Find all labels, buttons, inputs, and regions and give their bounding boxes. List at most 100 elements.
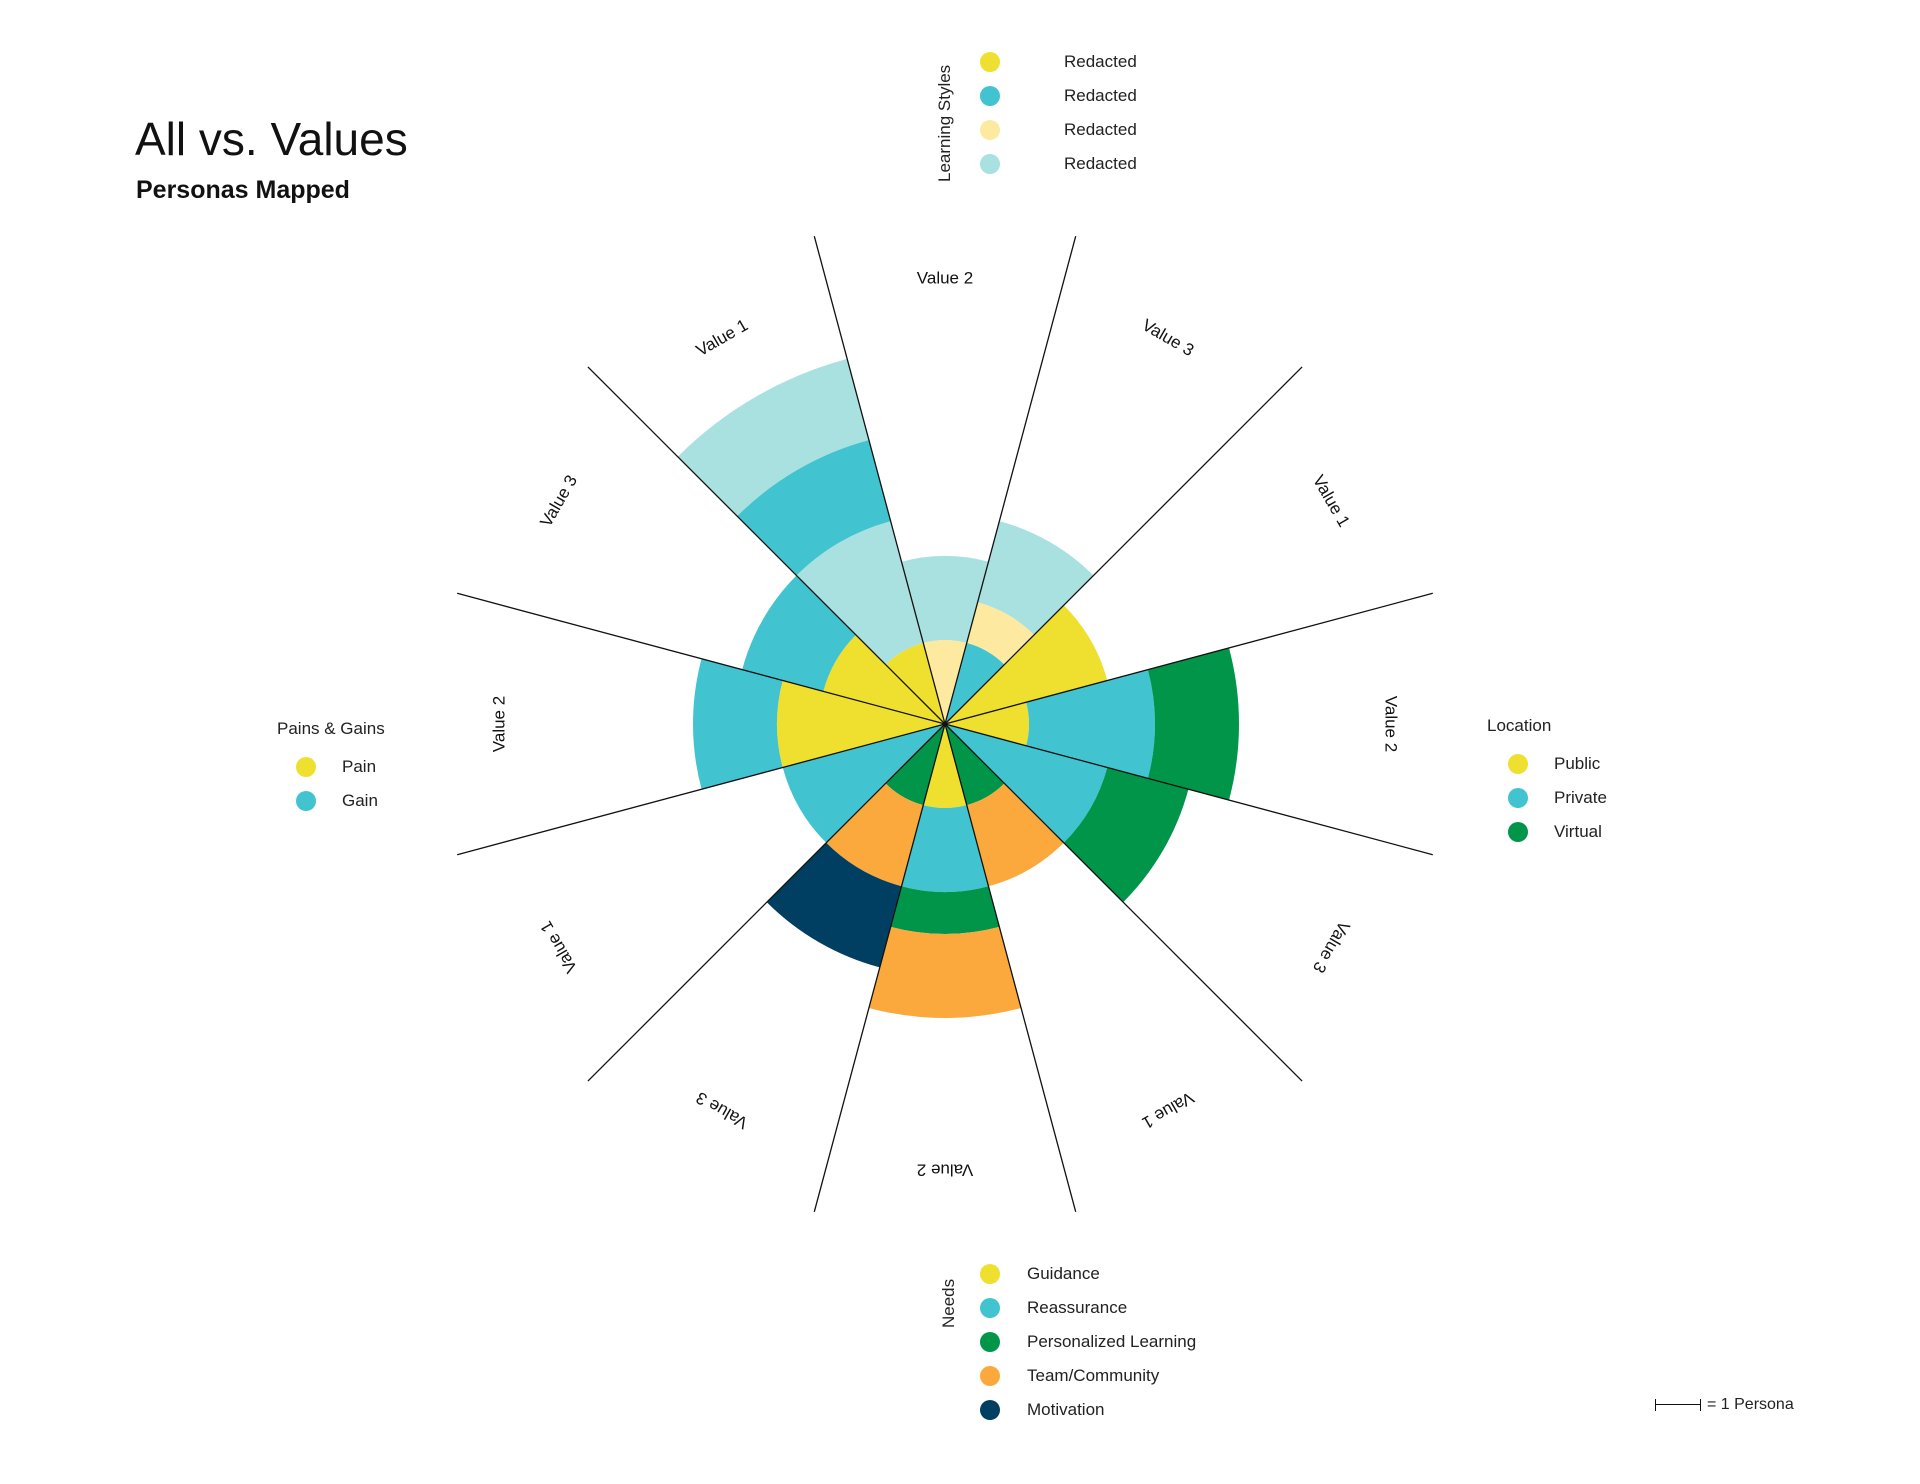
polar-segment bbox=[923, 640, 967, 724]
polar-segment bbox=[890, 886, 1000, 934]
polar-segment bbox=[766, 842, 902, 968]
legend-label: Redacted bbox=[1064, 86, 1137, 105]
legend-needs-item: Personalized Learning bbox=[980, 1332, 1196, 1352]
legend-learning-styles-title: Learning Styles bbox=[935, 64, 954, 182]
sector-divider bbox=[457, 723, 946, 856]
sector-divider bbox=[944, 592, 1433, 725]
legend-dot bbox=[980, 120, 1000, 140]
scale-note: = 1 Persona bbox=[1655, 1396, 1794, 1414]
sector-label: Value 2 bbox=[1382, 696, 1401, 752]
polar-segment bbox=[868, 926, 1022, 1018]
legend-location-item: Virtual bbox=[1508, 822, 1602, 842]
legend-location-item: Public bbox=[1508, 754, 1600, 774]
sector-divider bbox=[587, 366, 946, 725]
sector-divider bbox=[944, 236, 1077, 725]
polar-segment bbox=[901, 556, 989, 643]
legend-dot bbox=[1508, 754, 1528, 774]
sector-label: Value 1 bbox=[536, 918, 581, 976]
legend-needs-item: Guidance bbox=[980, 1264, 1100, 1284]
legend-needs-item: Motivation bbox=[980, 1400, 1104, 1420]
legend-dot bbox=[980, 1400, 1000, 1420]
legend-label: Reassurance bbox=[1027, 1298, 1128, 1317]
polar-segment bbox=[923, 724, 967, 808]
legend-dot bbox=[980, 154, 1000, 174]
legend-dot bbox=[296, 757, 316, 777]
legend-label: Personalized Learning bbox=[1027, 1332, 1197, 1351]
legend-label: Redacted bbox=[1064, 52, 1137, 71]
sector-divider bbox=[944, 723, 1433, 856]
legend-label: Private bbox=[1554, 788, 1607, 807]
polar-segment bbox=[737, 440, 891, 576]
sector-label: Value 3 bbox=[693, 1088, 751, 1133]
legend-pains-gains-title: Pains & Gains bbox=[277, 719, 385, 738]
legend-label: Gain bbox=[342, 791, 378, 810]
legend-dot bbox=[980, 1332, 1000, 1352]
polar-segment bbox=[885, 642, 945, 724]
chart-subtitle: Personas Mapped bbox=[136, 176, 350, 204]
sector-label: Value 1 bbox=[693, 315, 751, 360]
legend-label: Team/Community bbox=[1027, 1366, 1160, 1385]
sector-label: Value 2 bbox=[489, 696, 508, 752]
polar-segment bbox=[977, 521, 1094, 635]
legend-dot bbox=[980, 1298, 1000, 1318]
polar-segment bbox=[776, 680, 945, 768]
sector-divider bbox=[944, 723, 1303, 1082]
legend-label: Virtual bbox=[1554, 822, 1602, 841]
polar-segment bbox=[1147, 647, 1239, 801]
legend-label: Motivation bbox=[1027, 1400, 1105, 1419]
legend-dot bbox=[980, 86, 1000, 106]
sector-divider bbox=[587, 723, 946, 1082]
legend-needs-item: Team/Community bbox=[980, 1366, 1159, 1386]
legend-location-title: Location bbox=[1487, 716, 1552, 735]
scale-bar-icon bbox=[1655, 1399, 1701, 1411]
legend-pains-item: Pain bbox=[296, 757, 376, 777]
sector-divider bbox=[813, 236, 946, 725]
polar-segment bbox=[945, 702, 1029, 746]
polar-segment bbox=[945, 724, 1005, 806]
polar-segment bbox=[742, 575, 856, 692]
legend-dot bbox=[296, 791, 316, 811]
sector-divider bbox=[944, 723, 1077, 1212]
sector-label: Value 1 bbox=[1309, 472, 1354, 530]
sector-label: Value 3 bbox=[1139, 315, 1197, 360]
legend-learning-item: Redacted bbox=[980, 52, 1137, 72]
sector-label: Value 3 bbox=[1309, 918, 1354, 976]
legend-needs-item: Reassurance bbox=[980, 1298, 1127, 1318]
legend-label: Redacted bbox=[1064, 154, 1137, 173]
chart-title: All vs. Values bbox=[135, 113, 408, 165]
polar-segment bbox=[885, 724, 945, 806]
legend-pains-item: Gain bbox=[296, 791, 378, 811]
polar-segment bbox=[901, 805, 989, 892]
polar-segment bbox=[823, 634, 945, 724]
scale-note-label: = 1 Persona bbox=[1707, 1396, 1794, 1413]
polar-segment bbox=[945, 605, 1108, 724]
legend-dot bbox=[980, 1366, 1000, 1386]
polar-segment bbox=[782, 724, 945, 843]
polar-segment bbox=[966, 783, 1064, 887]
polar-segment bbox=[693, 658, 783, 790]
polar-segment bbox=[966, 602, 1035, 665]
legend-dot bbox=[1508, 788, 1528, 808]
sector-label: Value 3 bbox=[536, 472, 581, 530]
sector-label: Value 1 bbox=[1139, 1088, 1197, 1133]
sector-label: Value 2 bbox=[917, 1161, 973, 1180]
polar-segment bbox=[1026, 669, 1156, 779]
legend-label: Guidance bbox=[1027, 1264, 1100, 1283]
legend-needs-title: Needs bbox=[939, 1278, 958, 1328]
legend-location-item: Private bbox=[1508, 788, 1607, 808]
polar-segment bbox=[945, 724, 1108, 843]
polar-segment bbox=[945, 642, 1005, 724]
legend-label: Pain bbox=[342, 757, 377, 776]
legend-learning-item: Redacted bbox=[980, 86, 1137, 106]
legend-dot bbox=[980, 1264, 1000, 1284]
sector-label: Value 2 bbox=[917, 268, 973, 287]
polar-segment bbox=[826, 783, 924, 887]
legend-dot bbox=[980, 52, 1000, 72]
polar-segment bbox=[1063, 767, 1189, 903]
legend-label: Public bbox=[1554, 754, 1601, 773]
legend-dot bbox=[1508, 822, 1528, 842]
polar-segment bbox=[677, 358, 869, 517]
sector-divider bbox=[813, 723, 946, 1212]
